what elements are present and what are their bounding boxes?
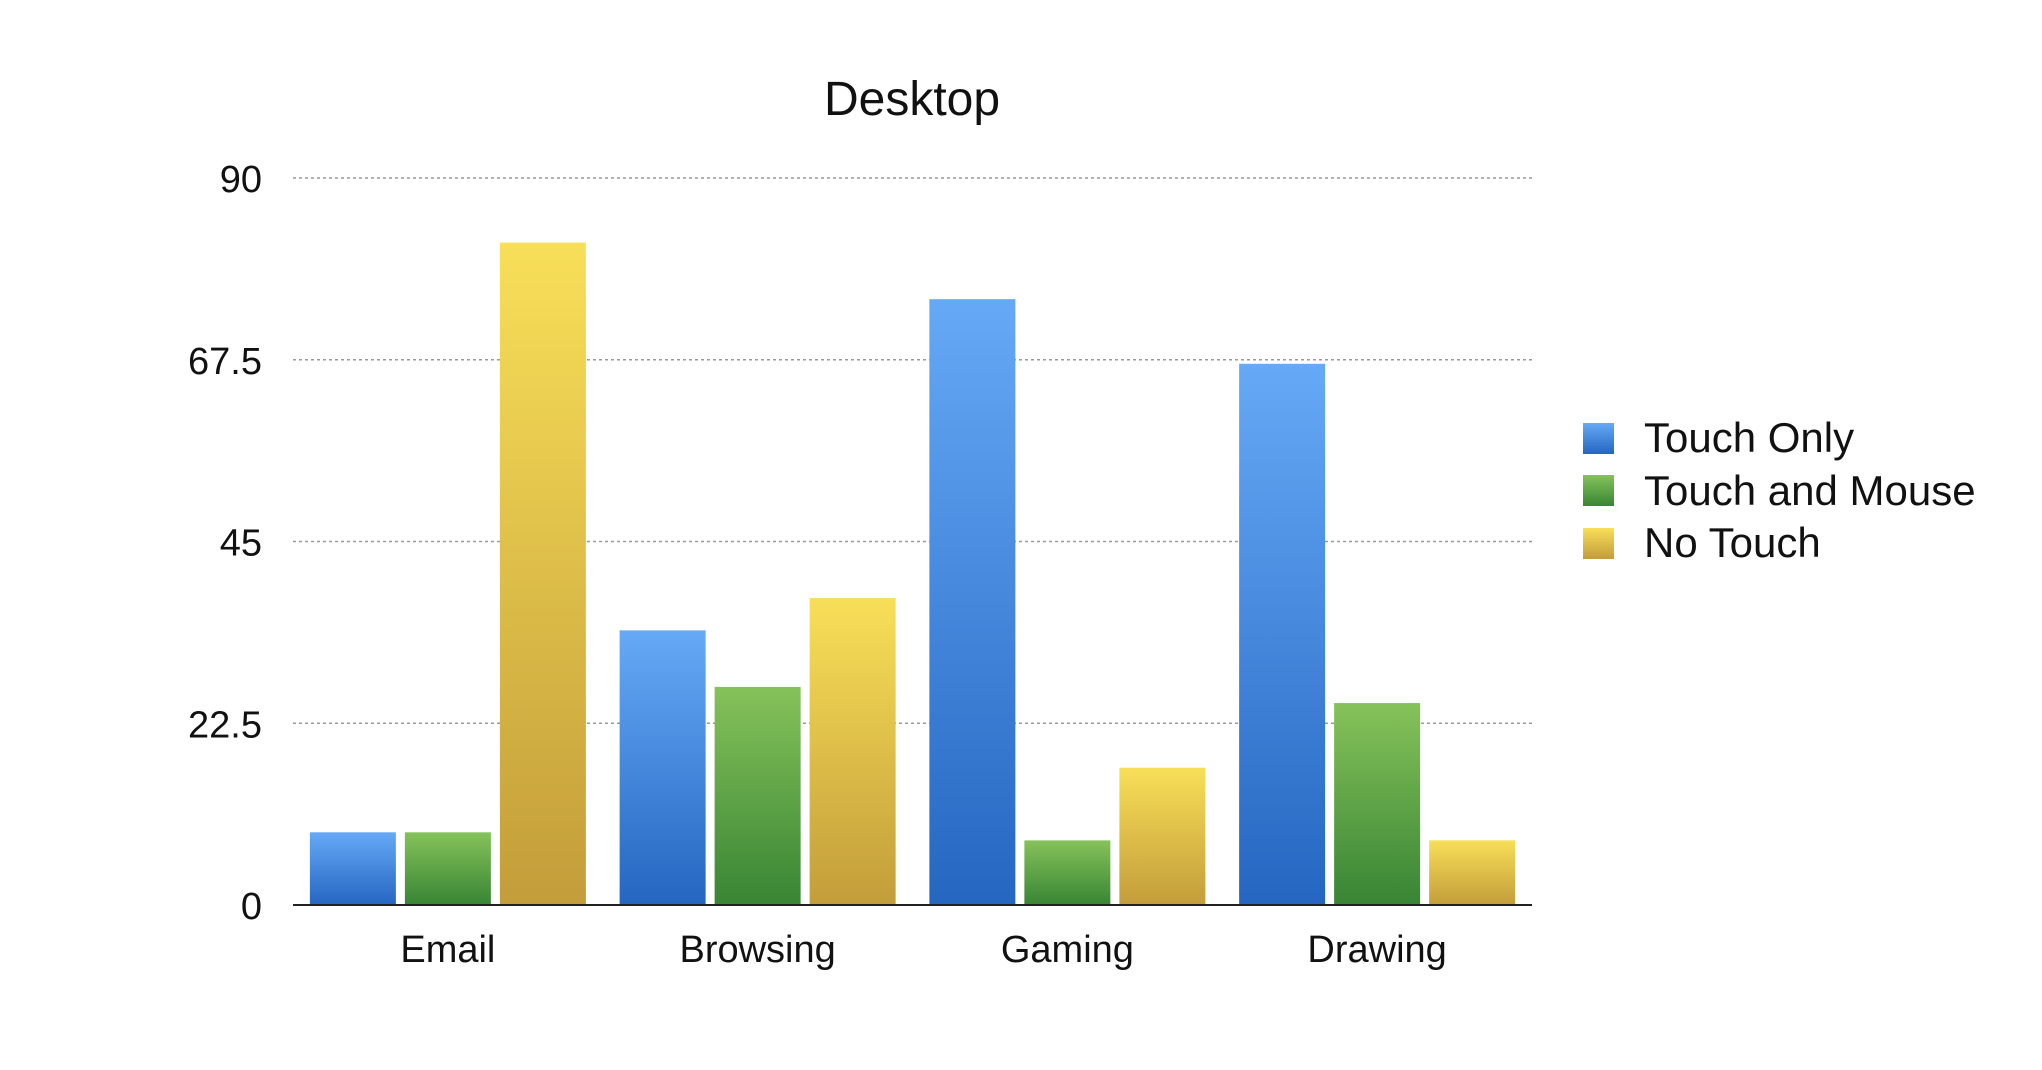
chart-title: Desktop — [824, 73, 1000, 126]
legend-swatch-touch-and-mouse — [1583, 475, 1614, 507]
bars — [309, 242, 1516, 906]
bar-browsing-no-touch — [809, 598, 896, 905]
x-axis-ticks: Email Browsing Gaming Drawing — [400, 929, 1446, 971]
bar-gaming-no-touch — [1119, 767, 1206, 905]
x-tick-label: Browsing — [679, 929, 835, 971]
bar-email-touch-and-mouse — [404, 832, 491, 905]
bar-gaming-touch-and-mouse — [1024, 840, 1111, 905]
legend-item-touch-and-mouse: Touch and Mouse — [1583, 465, 1976, 518]
legend-label: No Touch — [1644, 519, 1821, 567]
bar-drawing-touch-and-mouse — [1334, 703, 1421, 905]
x-tick-label: Gaming — [1001, 929, 1134, 971]
y-tick-label: 90 — [220, 159, 262, 201]
bar-email-no-touch — [499, 242, 586, 906]
y-tick-label: 22.5 — [188, 704, 262, 746]
y-axis-ticks: 0 22.5 45 67.5 90 — [188, 159, 262, 928]
bar-drawing-no-touch — [1429, 840, 1516, 905]
bar-email-touch-only — [309, 832, 396, 905]
y-tick-label: 0 — [241, 886, 262, 928]
x-tick-label: Email — [400, 929, 495, 971]
legend: Touch Only Touch and Mouse No Touch — [1583, 412, 1976, 570]
y-tick-label: 67.5 — [188, 341, 262, 383]
x-tick-label: Drawing — [1307, 929, 1446, 971]
y-tick-label: 45 — [220, 523, 262, 565]
legend-swatch-no-touch — [1583, 527, 1614, 559]
legend-label: Touch and Mouse — [1644, 466, 1976, 514]
bar-gaming-touch-only — [929, 299, 1016, 906]
gridlines — [293, 177, 1532, 725]
bar-browsing-touch-and-mouse — [714, 686, 801, 905]
bar-drawing-touch-only — [1239, 363, 1326, 905]
legend-item-no-touch: No Touch — [1583, 517, 1976, 570]
legend-item-touch-only: Touch Only — [1583, 412, 1976, 465]
legend-swatch-touch-only — [1583, 422, 1614, 454]
bar-browsing-touch-only — [619, 630, 706, 905]
legend-label: Touch Only — [1644, 414, 1855, 462]
